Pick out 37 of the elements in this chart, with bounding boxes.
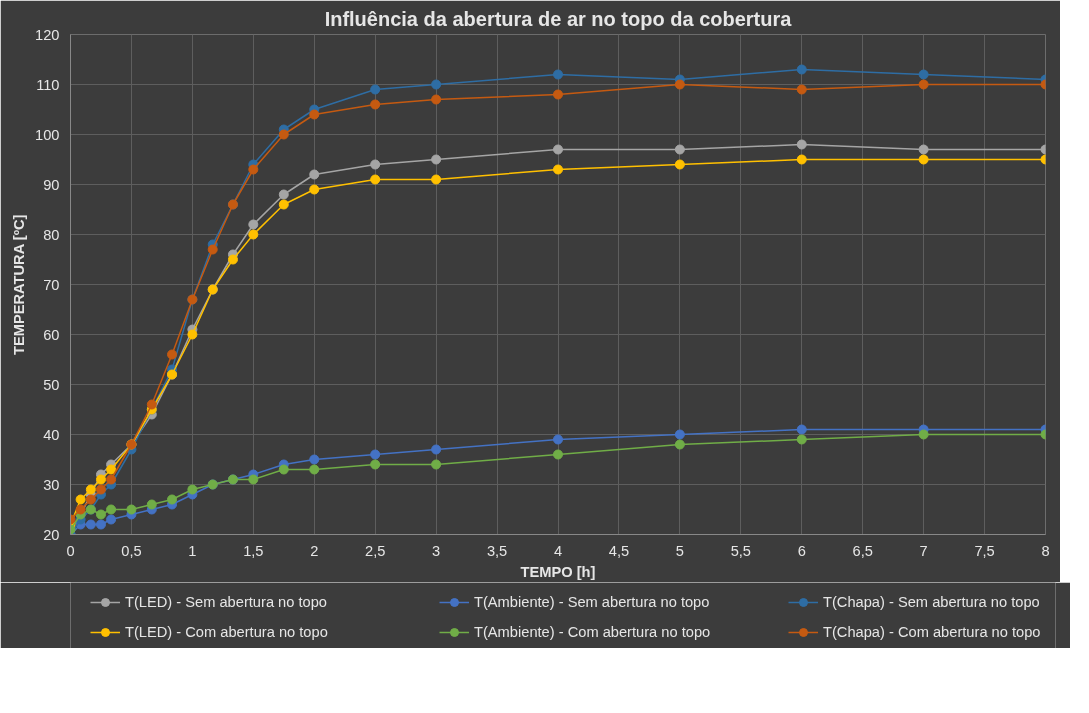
legend-label: T(Ambiente) - Sem abertura no topo bbox=[474, 594, 711, 610]
x-tick-label: 0 bbox=[66, 542, 75, 559]
x-tick-label: 7,5 bbox=[974, 542, 995, 559]
x-tick-label: 6,5 bbox=[852, 542, 873, 559]
x-tick-label: 7 bbox=[919, 542, 928, 559]
y-tick-label: 70 bbox=[43, 276, 60, 293]
y-axis-title: TEMPERATURA [ºC] bbox=[11, 214, 28, 356]
y-tick-label: 50 bbox=[43, 376, 60, 393]
legend-label: T(Chapa) - Com abertura no topo bbox=[823, 624, 1042, 640]
legend-label: T(Chapa) - Sem abertura no topo bbox=[823, 594, 1041, 610]
y-tick-label: 110 bbox=[36, 76, 60, 93]
legend-label: T(Ambiente) - Com abertura no topo bbox=[474, 624, 712, 640]
x-tick-label: 1 bbox=[188, 542, 197, 559]
x-tick-label: 5,5 bbox=[730, 542, 751, 559]
x-axis-title: TEMPO [h] bbox=[520, 563, 596, 580]
y-tick-label: 30 bbox=[43, 476, 60, 493]
y-tick-label: 40 bbox=[43, 426, 60, 443]
legend-label: T(LED) - Com abertura no topo bbox=[125, 624, 329, 640]
x-tick-label: 2 bbox=[310, 542, 319, 559]
legend-label: T(LED) - Sem abertura no topo bbox=[125, 594, 329, 610]
x-tick-label: 6 bbox=[797, 542, 806, 559]
y-tick-label: 20 bbox=[43, 526, 60, 543]
x-tick-label: 3,5 bbox=[486, 542, 508, 559]
x-tick-label: 1,5 bbox=[243, 542, 264, 559]
y-tick-label: 100 bbox=[35, 126, 60, 143]
y-tick-label: 90 bbox=[43, 176, 60, 193]
x-tick-label: 5 bbox=[675, 542, 684, 559]
x-tick-label: 8 bbox=[1041, 542, 1050, 559]
x-tick-label: 4 bbox=[553, 542, 563, 559]
y-tick-label: 120 bbox=[35, 26, 60, 43]
x-tick-label: 4,5 bbox=[608, 542, 630, 559]
x-tick-label: 3 bbox=[432, 542, 441, 559]
chart-title: Influência da abertura de ar no topo da cobertura bbox=[324, 7, 793, 30]
x-tick-label: 0,5 bbox=[121, 542, 142, 559]
y-tick-label: 60 bbox=[43, 326, 60, 343]
y-tick-label: 80 bbox=[43, 226, 60, 243]
x-tick-label: 2,5 bbox=[365, 542, 386, 559]
